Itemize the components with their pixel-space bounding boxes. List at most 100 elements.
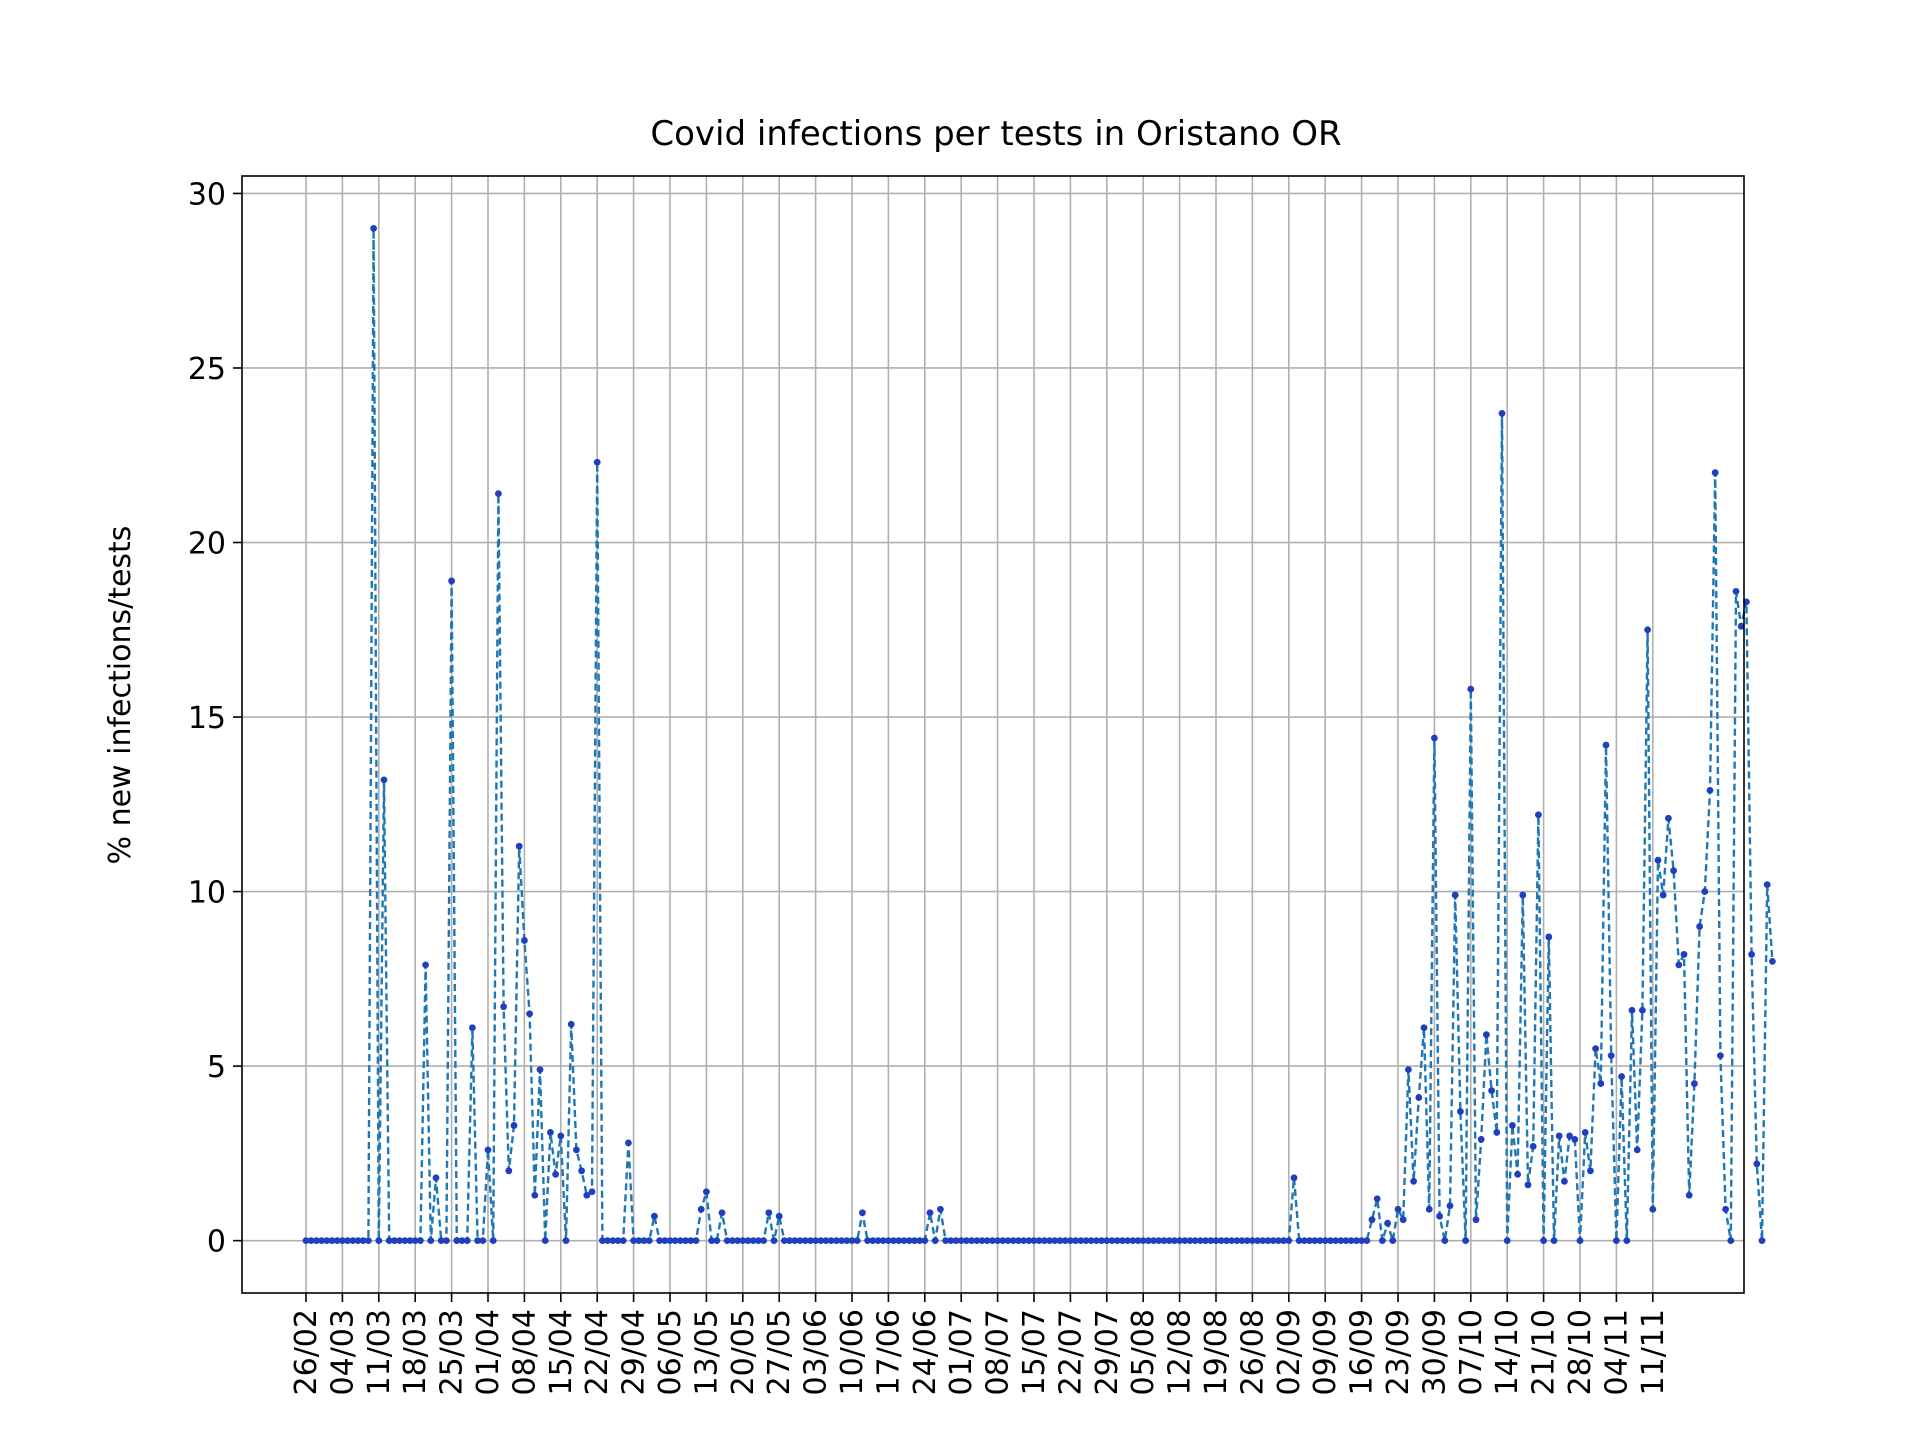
x-tick-label: 29/04 [617, 1309, 652, 1395]
data-point [547, 1129, 554, 1136]
data-point [1301, 1237, 1308, 1245]
data-point [1519, 891, 1527, 899]
data-point [1108, 1237, 1116, 1245]
data-point [1046, 1237, 1053, 1245]
data-point [307, 1237, 315, 1245]
data-point [723, 1237, 731, 1245]
data-point [417, 1237, 424, 1245]
x-tick-label: 22/04 [580, 1309, 615, 1395]
data-point [843, 1237, 851, 1245]
y-tick-label: 20 [188, 527, 226, 562]
data-point [1566, 1132, 1573, 1140]
data-point [1280, 1237, 1287, 1245]
data-point [1654, 856, 1662, 864]
data-point [1488, 1087, 1495, 1094]
data-point [697, 1205, 705, 1213]
data-point [1732, 587, 1740, 595]
data-point [1763, 881, 1771, 888]
data-point [1576, 1237, 1584, 1245]
data-point [947, 1237, 955, 1245]
x-tick-label: 11/03 [362, 1309, 397, 1395]
data-point [552, 1170, 559, 1178]
x-tick-label: 04/03 [325, 1309, 360, 1395]
data-point [443, 1237, 450, 1245]
data-point [1379, 1237, 1386, 1245]
data-point [1009, 1237, 1017, 1245]
data-point [1207, 1237, 1215, 1245]
y-tick-label: 10 [188, 876, 226, 911]
data-point [734, 1237, 741, 1245]
data-point [302, 1237, 310, 1245]
data-point [1165, 1237, 1173, 1245]
data-point [853, 1237, 861, 1245]
data-point [952, 1237, 960, 1245]
data-point [541, 1237, 549, 1245]
data-point [1353, 1237, 1360, 1245]
data-point [817, 1237, 825, 1245]
data-point [1150, 1237, 1157, 1245]
data-point [1628, 1006, 1636, 1014]
data-point [1514, 1170, 1521, 1178]
data-point [505, 1167, 513, 1175]
data-point [1410, 1177, 1417, 1185]
data-point [1384, 1219, 1391, 1227]
y-tick-label: 15 [188, 701, 226, 736]
data-point [1524, 1181, 1532, 1189]
data-point [562, 1237, 570, 1245]
data-point [1015, 1237, 1022, 1245]
data-point [1093, 1237, 1100, 1245]
data-point [479, 1237, 487, 1245]
data-point [879, 1237, 887, 1245]
x-tick-label: 14/10 [1490, 1309, 1525, 1395]
data-point [931, 1237, 939, 1245]
data-point [437, 1237, 445, 1245]
x-tick-label: 22/07 [1053, 1309, 1088, 1395]
data-point [1129, 1237, 1137, 1245]
data-point [1139, 1237, 1147, 1245]
data-point [344, 1237, 351, 1245]
data-point [313, 1237, 320, 1245]
data-point [453, 1237, 461, 1245]
data-point [536, 1066, 544, 1073]
data-point [1670, 867, 1677, 875]
y-axis-label: % new infections/tests [103, 526, 138, 865]
data-point [1067, 1237, 1074, 1245]
x-tick-label: 28/10 [1563, 1309, 1598, 1395]
data-point [1347, 1237, 1355, 1245]
data-point [760, 1237, 767, 1245]
data-point [1623, 1237, 1631, 1245]
data-point [890, 1237, 897, 1245]
data-point [905, 1237, 913, 1245]
data-point [1124, 1237, 1131, 1245]
data-point [578, 1167, 585, 1175]
data-point [1160, 1237, 1168, 1245]
data-point [1509, 1122, 1516, 1129]
data-point [1451, 891, 1459, 899]
data-point [770, 1237, 778, 1245]
data-point [682, 1237, 689, 1245]
x-tick-label: 16/09 [1345, 1309, 1380, 1395]
data-point [1082, 1237, 1090, 1245]
data-point [1722, 1205, 1729, 1213]
data-point [521, 937, 528, 944]
data-point [989, 1237, 996, 1245]
data-point [593, 458, 601, 466]
x-tick-label: 01/07 [944, 1309, 979, 1395]
data-point [801, 1237, 809, 1245]
data-point [635, 1237, 643, 1245]
data-point [1441, 1237, 1449, 1245]
data-point [885, 1237, 892, 1245]
x-tick-label: 30/09 [1417, 1309, 1452, 1395]
data-point [1155, 1237, 1163, 1245]
data-point [1332, 1237, 1339, 1245]
x-tick-label: 08/04 [507, 1309, 542, 1395]
data-point [1696, 923, 1703, 930]
data-point [1259, 1237, 1267, 1245]
data-point [1503, 1237, 1511, 1245]
data-point [448, 577, 455, 585]
data-point [1675, 961, 1683, 969]
data-point [1618, 1073, 1625, 1080]
data-point [677, 1237, 684, 1245]
